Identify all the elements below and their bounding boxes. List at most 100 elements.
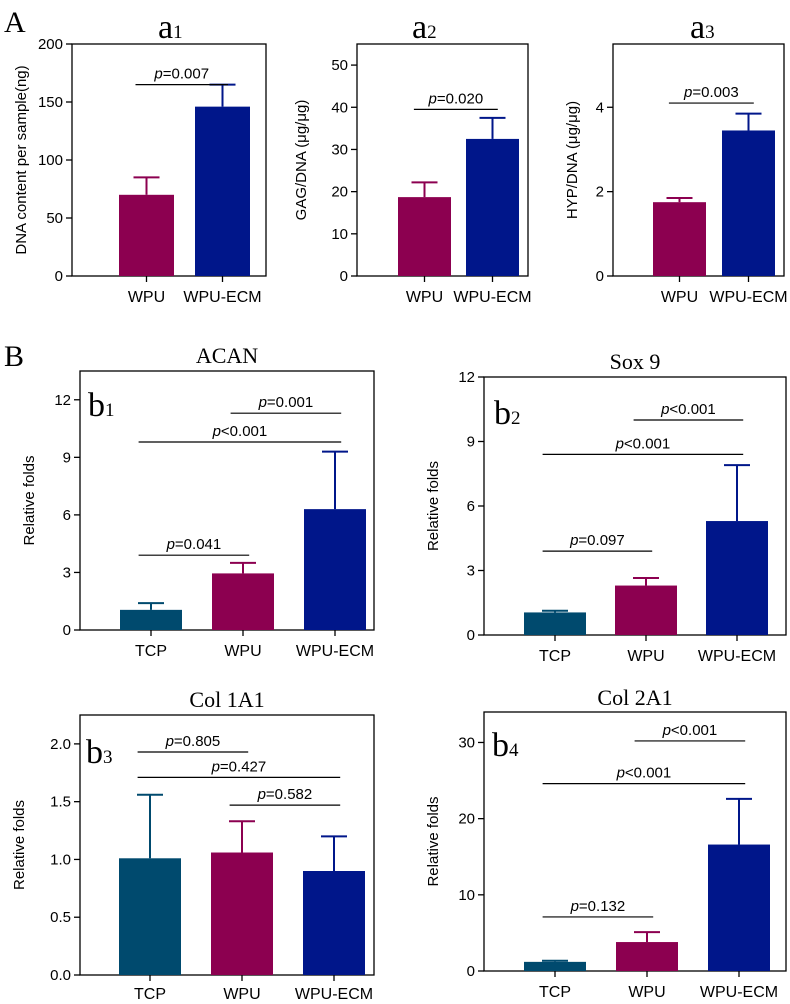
p-value: =0.427 [220,758,266,775]
y-axis-label: Relative folds [21,455,38,545]
p-value-label: p=0.097 [569,532,625,549]
bar-wpu-ecm [706,521,768,635]
y-tick-label: 50 [46,210,63,227]
x-category-label: WPU-ECM [700,984,778,1001]
p-symbol: p [570,898,579,915]
y-axis-label: Relative folds [425,461,442,551]
p-value-label: p<0.001 [662,722,718,739]
subplot-label: b2 [494,395,521,432]
p-symbol: p [258,394,267,411]
p-value-label: p=0.007 [153,66,209,83]
x-category-label: WPU [628,984,665,1001]
p-symbol: p [683,84,692,101]
y-axis-label: Relative folds [425,796,442,886]
p-value: <0.001 [669,401,715,418]
bar-wpu [398,197,451,276]
x-category-label: WPU-ECM [295,986,373,1003]
y-tick-label: 3 [63,564,71,581]
section-label-A: A [4,6,26,39]
x-category-label: TCP [539,984,571,1001]
y-tick-label: 0 [63,622,71,639]
x-category-label: WPU-ECM [698,648,776,665]
x-category-label: WPU [128,289,165,306]
bar-tcp [524,612,586,635]
subplot-letter: a [412,9,427,46]
y-tick-label: 100 [38,152,63,169]
bar-wpu-ecm [195,106,250,276]
panel-title: Sox 9 [610,349,661,374]
x-category-label: WPU [406,289,443,306]
subplot-number: 1 [173,22,183,43]
p-symbol: p [211,758,220,775]
section-label-B: B [4,340,24,373]
y-tick-label: 50 [331,57,348,74]
y-tick-label: 200 [38,36,63,53]
y-tick-label: 6 [63,507,71,524]
bar-wpu-ecm [708,844,770,971]
p-value: <0.001 [624,435,670,452]
p-value-label: p<0.001 [212,423,268,440]
p-value-label: p=0.001 [258,394,314,411]
y-tick-label: 12 [54,392,71,409]
y-tick-label: 6 [467,498,475,515]
p-value-label: p<0.001 [616,765,672,782]
p-value: =0.003 [692,84,738,101]
p-value-label: p=0.805 [165,733,221,750]
subplot-number: 3 [705,22,715,43]
p-value-label: p<0.001 [615,435,671,452]
y-tick-label: 20 [331,184,348,201]
y-tick-label: 2 [596,184,604,201]
x-category-label: WPU-ECM [453,289,531,306]
y-tick-label: 1.0 [50,851,71,868]
p-value-label: p=0.041 [166,536,222,553]
bar-wpu [212,573,274,630]
chart-b3: 0.0 0.5 1.0 1.5 2.0 Relative folds TCP WPU WPU-E… [11,687,375,1003]
y-tick-label: 9 [63,449,71,466]
bar-wpu-ecm [466,138,519,276]
y-axis-label: DNA content per sample(ng) [13,65,30,254]
subplot-letter: b [86,734,103,771]
y-axis-label: HYP/DNA (μg/μg) [564,101,581,219]
p-value: <0.001 [625,765,671,782]
bar-wpu [615,585,677,635]
bar-wpu-ecm [304,509,366,630]
p-value-label: p=0.427 [211,758,267,775]
y-tick-label: 20 [458,811,475,828]
p-symbol: p [153,66,162,83]
panel-title: Col 1A1 [189,687,264,712]
p-symbol: p [660,401,669,418]
x-category-label: TCP [134,986,166,1003]
subplot-number: 2 [427,22,437,43]
p-value: =0.041 [175,536,221,553]
subplot-letter: b [494,395,511,432]
p-symbol: p [428,90,437,107]
p-value-label: p=0.020 [428,90,484,107]
bar-wpu [211,852,273,975]
p-symbol: p [616,765,625,782]
y-tick-label: 0 [55,268,63,285]
bar-wpu-ecm [303,871,365,975]
p-value: =0.097 [578,532,624,549]
p-value-label: p=0.582 [257,786,313,803]
y-tick-label: 10 [458,887,475,904]
p-value: =0.020 [437,90,483,107]
chart-a2: 0 10 20 30 40 50 GAG/DNA (μg/μg) WPU WPU-ECM p=0.… [293,9,532,306]
panel-title: Col 2A1 [597,685,672,710]
y-tick-label: 0 [596,268,604,285]
p-value: <0.001 [221,423,267,440]
bar-tcp [119,858,181,975]
bar-wpu-ecm [722,130,775,276]
subplot-number: 4 [509,740,519,761]
y-tick-label: 4 [596,99,604,116]
p-value: =0.007 [163,66,209,83]
x-category-label: WPU [627,648,664,665]
x-category-label: WPU-ECM [709,289,787,306]
panel-title: ACAN [196,343,258,368]
subplot-label: a2 [412,9,437,46]
y-tick-label: 3 [467,563,475,580]
x-category-label: TCP [135,643,167,660]
p-value: =0.582 [266,786,312,803]
